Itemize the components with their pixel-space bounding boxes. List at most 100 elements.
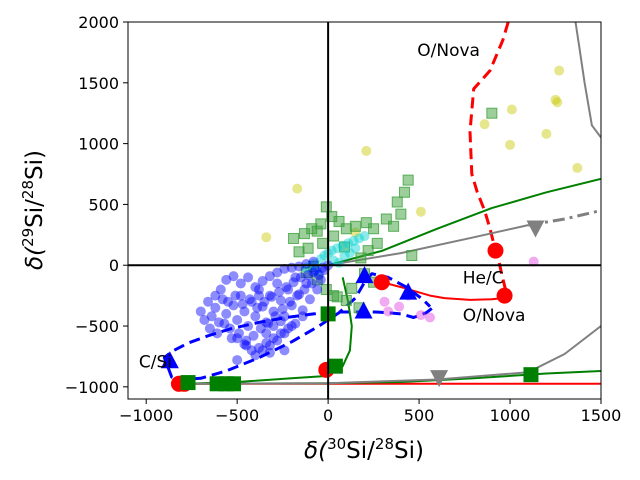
blue-grains-point bbox=[272, 267, 283, 278]
blue-grains-point bbox=[204, 323, 215, 334]
blue-grains-point bbox=[297, 311, 308, 322]
blue-grains-point bbox=[268, 333, 279, 344]
blue-grains-point bbox=[288, 277, 299, 288]
yellow-grains-point bbox=[261, 232, 272, 243]
blue-grains-point bbox=[314, 269, 325, 280]
cyan-grains-point bbox=[328, 255, 339, 266]
blue-grains-point bbox=[290, 272, 301, 283]
y-tick-label: −1000 bbox=[65, 378, 119, 397]
blue-grains-point bbox=[224, 323, 235, 334]
annotations: O/Nova He/C O/Nova C/Si bbox=[139, 41, 526, 372]
blue-grains-point bbox=[259, 296, 270, 307]
cyan-grains-point bbox=[308, 259, 319, 270]
blue-grains-point bbox=[241, 335, 252, 346]
cyan-grains-point bbox=[326, 245, 337, 256]
gray-triangles-point bbox=[430, 370, 449, 388]
blue-grains-point bbox=[213, 317, 224, 328]
yellow-grains-point bbox=[550, 94, 561, 105]
blue-grains-point bbox=[250, 350, 261, 361]
annotation-label: O/Nova bbox=[417, 41, 480, 61]
blue-grains-point bbox=[250, 311, 261, 322]
green-square-grains-point bbox=[300, 267, 312, 279]
green-square-grains-point bbox=[402, 174, 414, 186]
blue-grains-point bbox=[243, 321, 254, 332]
blue-grains-point bbox=[275, 328, 286, 339]
blue-grains-point bbox=[279, 311, 290, 322]
blue-grains-point bbox=[261, 338, 272, 349]
annotation-label: O/Nova bbox=[463, 306, 526, 326]
blue-grains-point bbox=[239, 339, 250, 350]
blue-grains-point bbox=[272, 278, 283, 289]
cyan-grains-point bbox=[343, 238, 354, 249]
green-square-grains-point bbox=[395, 208, 407, 220]
cyan-grains-point bbox=[315, 254, 326, 265]
blue-grains-point bbox=[237, 299, 248, 310]
green-square-grains-point bbox=[315, 218, 327, 230]
green-square-grains-point bbox=[293, 246, 305, 258]
zero-lines bbox=[128, 22, 601, 399]
green-square-grains-point bbox=[346, 282, 358, 294]
green-squares-point bbox=[327, 358, 343, 374]
blue-grains-point bbox=[266, 291, 277, 302]
blue-grains-point bbox=[292, 290, 303, 301]
x-tick-label: −1000 bbox=[119, 406, 173, 425]
blue-grains-point bbox=[264, 290, 275, 301]
blue-grains-point bbox=[235, 278, 246, 289]
green-square-grains-point bbox=[317, 237, 329, 249]
gray-curve-1 bbox=[574, 22, 601, 139]
blue-grains-point bbox=[268, 306, 279, 317]
blue-grains-point bbox=[263, 318, 274, 329]
green-square-grains-point bbox=[340, 223, 352, 235]
blue-grains-point bbox=[215, 284, 226, 295]
blue-grains-point bbox=[284, 296, 295, 307]
blue-grains-point bbox=[246, 345, 257, 356]
blue-grains-point bbox=[264, 347, 275, 358]
green-square-grains-point bbox=[320, 201, 332, 213]
blue-grains-point bbox=[195, 306, 206, 317]
blue-grains-point bbox=[221, 308, 232, 319]
y-tick-label: 2000 bbox=[78, 13, 119, 32]
blue-grains-point bbox=[199, 314, 210, 325]
blue-grains-point bbox=[319, 265, 330, 276]
red-markers-point bbox=[373, 274, 390, 291]
magenta-grains-point bbox=[383, 306, 394, 317]
yellow-grains-point bbox=[292, 183, 303, 194]
red-markers-point bbox=[496, 287, 513, 304]
cyan-grains-point bbox=[319, 250, 330, 261]
x-tick-label: −500 bbox=[215, 406, 259, 425]
blue-grains-point bbox=[275, 295, 286, 306]
blue-grains-point bbox=[241, 340, 252, 351]
green-square-grains-point bbox=[399, 186, 411, 198]
green-square-grains-point bbox=[360, 217, 372, 229]
blue-grains-point bbox=[223, 296, 234, 307]
blue-grains-point bbox=[308, 267, 319, 278]
x-axis-title: δ(30Si/28Si) bbox=[304, 435, 424, 464]
blue-triangles-point bbox=[355, 266, 374, 284]
blue-grains-point bbox=[270, 311, 281, 322]
green-square-grains-point bbox=[340, 294, 352, 306]
green-square-grains-point bbox=[406, 249, 418, 261]
blue-grains-point bbox=[315, 274, 326, 285]
cyan-grains-point bbox=[344, 248, 355, 259]
blue-grains-point bbox=[303, 269, 314, 280]
blue-grains-point bbox=[295, 272, 306, 283]
gray-triangles-point bbox=[526, 220, 545, 238]
blue-grains-point bbox=[268, 321, 279, 332]
blue-grains-point bbox=[306, 278, 317, 289]
magenta-grains-point bbox=[424, 312, 435, 323]
yellow-grains-point bbox=[554, 65, 565, 76]
blue-grains-point bbox=[232, 355, 243, 366]
blue-grains-point bbox=[277, 304, 288, 315]
blue-grains-point bbox=[253, 284, 264, 295]
blue-grains-point bbox=[301, 278, 312, 289]
cyan-grains-point bbox=[337, 240, 348, 251]
blue-triangles-point bbox=[399, 282, 418, 300]
gray-curve-3 bbox=[186, 325, 601, 385]
blue-grains-point bbox=[272, 335, 283, 346]
green-square-grains-point bbox=[328, 230, 340, 242]
green-square-grains-point bbox=[368, 223, 380, 235]
blue-grains-point bbox=[228, 271, 239, 282]
blue-grains-point bbox=[235, 290, 246, 301]
blue-grains-point bbox=[279, 328, 290, 339]
